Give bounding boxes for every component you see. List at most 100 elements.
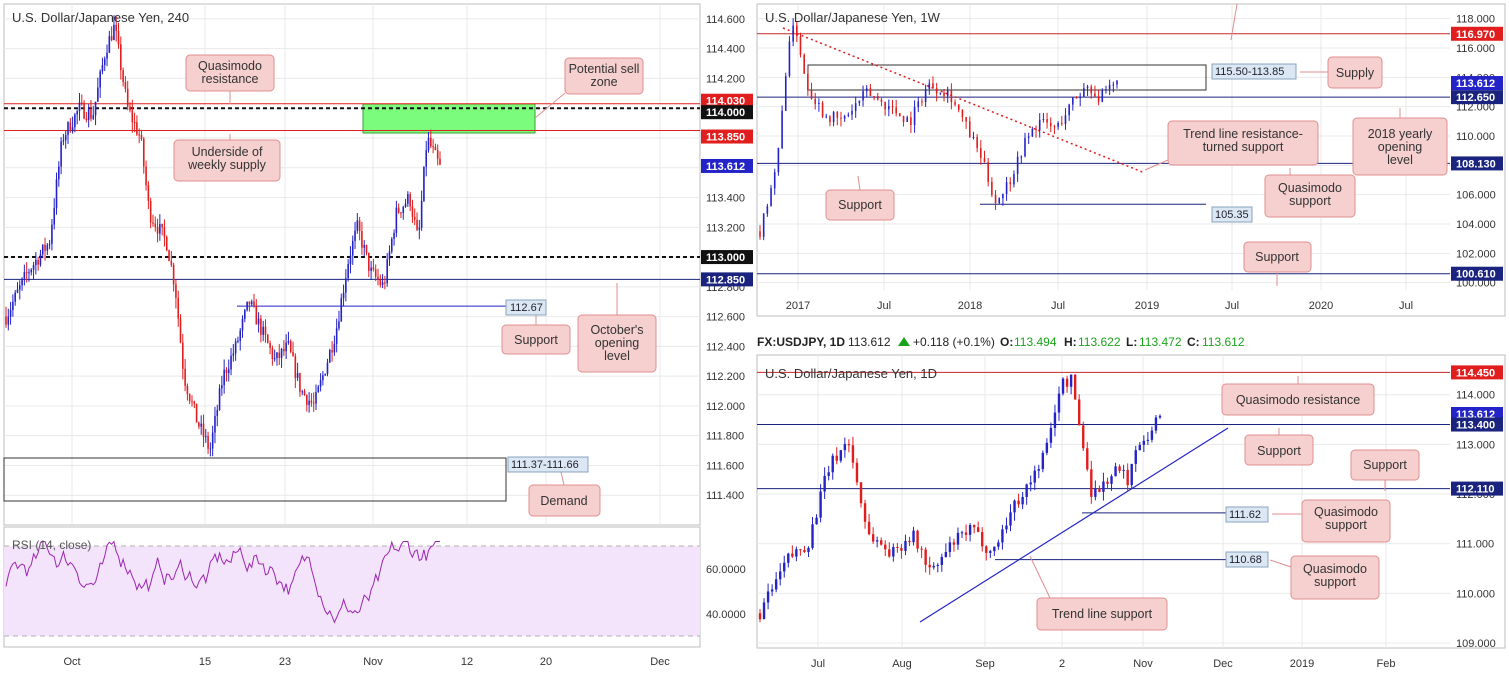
candle-body	[961, 109, 964, 118]
candle-body	[439, 158, 441, 165]
price-label-bg	[1451, 481, 1503, 496]
y-tick-label: 112.000	[706, 401, 745, 413]
x-tick-label: 15	[199, 656, 211, 668]
candle-body	[936, 564, 939, 566]
x-tick-label: 12	[461, 656, 473, 668]
candle-body	[39, 254, 42, 265]
candle-body	[1090, 86, 1093, 94]
candle-body	[1077, 399, 1081, 426]
candle-body	[168, 250, 170, 262]
candle-body	[110, 36, 113, 40]
price-label: 112.110	[1451, 481, 1503, 496]
candle-body	[260, 318, 262, 335]
candle-body	[21, 278, 23, 286]
candle-body	[60, 141, 62, 167]
candle-body	[365, 245, 368, 253]
candle-body	[1122, 469, 1125, 471]
candle-body	[950, 90, 953, 103]
candle-body	[269, 342, 271, 348]
callout-quasimodo-support-111-62: Quasimodo support	[1301, 499, 1391, 543]
candle-body	[884, 544, 887, 550]
info-last: 113.612	[848, 335, 891, 349]
candle-body	[99, 71, 101, 88]
y-tick-label: 113.200	[706, 222, 745, 234]
candle-body	[379, 279, 382, 285]
price-label: 113.400	[1451, 417, 1503, 432]
x-tick-label: Nov	[1133, 658, 1153, 670]
y-tick-label: 110.000	[1456, 131, 1495, 143]
candle-body	[762, 213, 765, 237]
candle-body	[1061, 378, 1065, 394]
candle-body	[1005, 182, 1008, 194]
level-label-112-67: 112.67	[505, 299, 547, 316]
price-label-text: 113.612	[1456, 78, 1495, 90]
candle-body	[413, 216, 416, 220]
candle-body	[232, 353, 235, 356]
candle-body	[1097, 96, 1100, 102]
candle-body	[1031, 128, 1034, 137]
x-tick-label: Jul	[877, 300, 891, 312]
candle-body	[342, 292, 345, 299]
callout-text: Supply	[1336, 66, 1375, 80]
candle-body	[152, 222, 154, 224]
candle-body	[159, 223, 161, 234]
candle-body	[858, 100, 861, 104]
y-tick-label: 112.200	[706, 371, 745, 383]
candle-body	[987, 162, 989, 182]
candle-body	[968, 121, 971, 138]
candle-body	[83, 102, 85, 119]
candle-body	[1112, 84, 1115, 86]
y-tick-label: 116.000	[1456, 43, 1495, 55]
candle-body	[840, 117, 842, 119]
candle-body	[156, 227, 159, 234]
candle-body	[64, 135, 67, 141]
y-tick-label: 114.600	[706, 14, 745, 26]
candle-body	[924, 549, 927, 565]
candle-body	[924, 88, 927, 103]
candle-body	[823, 475, 826, 492]
candle-body	[211, 432, 214, 449]
candle-body	[912, 530, 915, 543]
price-label-text: 100.610	[1456, 269, 1496, 281]
candle-body	[46, 244, 49, 251]
candle-body	[227, 369, 230, 373]
candle-body	[980, 147, 982, 158]
candle-body	[792, 25, 794, 42]
chart-4h-panel[interactable]: U.S. Dollar/Japanese Yen, 240 114.600 114…	[3, 3, 753, 668]
chart-1w-panel[interactable]: U.S. Dollar/Japanese Yen, 1W 118.000 116.…	[756, 3, 1506, 317]
price-label-text: 113.400	[1456, 420, 1495, 432]
candle-body	[400, 212, 402, 214]
candle-body	[384, 282, 386, 284]
candle-body	[964, 532, 968, 535]
candle-body	[770, 188, 772, 207]
candle-body	[896, 546, 899, 548]
y-tick-label: 104.000	[1456, 219, 1496, 231]
chart-1d-panel[interactable]: U.S. Dollar/Japanese Yen, 1D 114.000 113.…	[756, 354, 1506, 670]
candle-body	[74, 114, 76, 128]
candle-body	[198, 422, 200, 427]
rsi-pane[interactable]: RSI (14, close) 60.0000 40.0000	[3, 526, 746, 648]
candle-body	[202, 423, 205, 437]
candle-body	[759, 231, 761, 237]
level-label-text: 105.35	[1215, 209, 1249, 221]
candle-body	[783, 562, 786, 572]
candle-body	[1009, 182, 1012, 185]
candle-body	[289, 340, 292, 352]
callout-text: Potential sell zone	[569, 62, 640, 89]
candle-body	[312, 402, 315, 404]
price-label: 108.130	[1451, 156, 1503, 171]
candle-body	[285, 342, 287, 352]
candle-body	[216, 409, 219, 416]
level-label-111-62: 111.62	[1225, 506, 1269, 523]
candle-body	[1009, 512, 1012, 526]
candle-body	[177, 297, 180, 319]
callout-support-weekly-low: Support	[1243, 241, 1312, 273]
callout-text: Trend line resistance-turned support	[1183, 127, 1303, 154]
candle-body	[1045, 442, 1049, 453]
x-tick-label: Jul	[811, 658, 825, 670]
candle-body	[97, 87, 99, 102]
candle-body	[843, 115, 846, 119]
candle-body	[799, 36, 802, 55]
candle-body	[906, 117, 909, 122]
candle-body	[409, 194, 411, 207]
